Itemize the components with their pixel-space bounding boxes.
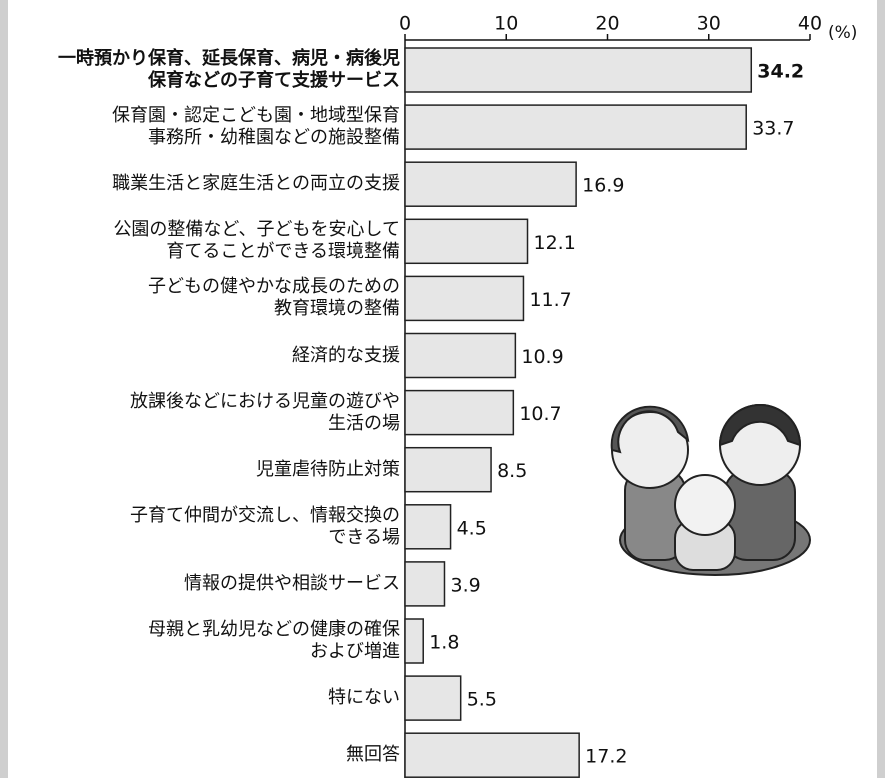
bar: [405, 105, 746, 149]
bar: [405, 448, 491, 492]
category-label: 子育て仲間が交流し、情報交換の できる場: [0, 505, 400, 549]
bar: [405, 733, 579, 777]
value-label: 10.7: [519, 403, 561, 425]
value-label: 33.7: [752, 118, 794, 140]
value-label: 4.5: [457, 517, 487, 539]
x-tick-label: 30: [697, 13, 721, 35]
bar: [405, 219, 528, 263]
bar: [405, 676, 461, 720]
value-label: 12.1: [534, 232, 576, 254]
value-label: 3.9: [450, 574, 480, 596]
x-tick-label: 0: [399, 13, 411, 35]
x-tick-label: 20: [595, 13, 619, 35]
value-label: 1.8: [429, 632, 459, 654]
value-label: 11.7: [529, 289, 571, 311]
x-tick-label: 10: [494, 13, 518, 35]
bar: [405, 334, 515, 378]
category-label: 無回答: [0, 744, 400, 766]
bar: [405, 619, 423, 663]
value-label: 5.5: [467, 689, 497, 711]
category-label: 公園の整備など、子どもを安心して 育てることができる環境整備: [0, 219, 400, 263]
page: (%) 0 10 20 30 40 34.2 33.7 16.9 12.1 11.7 10.9 10.…: [0, 0, 885, 778]
category-label: 職業生活と家庭生活との両立の支援: [0, 173, 400, 195]
category-label: 経済的な支援: [0, 345, 400, 367]
bar: [405, 505, 451, 549]
bar: [405, 391, 513, 435]
value-label: 10.9: [521, 346, 563, 368]
value-label: 17.2: [585, 746, 627, 768]
category-label: 母親と乳幼児などの健康の確保 および増進: [0, 619, 400, 663]
category-label: 一時預かり保育、延長保育、病児・病後児 保育などの子育て支援サービス: [0, 48, 400, 92]
category-label: 子どもの健やかな成長のための 教育環境の整備: [0, 276, 400, 320]
category-label: 児童虐待防止対策: [0, 459, 400, 481]
value-label: 34.2: [757, 61, 804, 83]
x-tick-label: 40: [798, 13, 822, 35]
bar: [405, 48, 751, 92]
category-label: 情報の提供や相談サービス: [0, 573, 400, 595]
value-label: 8.5: [497, 460, 527, 482]
category-label: 特にない: [0, 687, 400, 709]
bar: [405, 276, 523, 320]
value-label: 16.9: [582, 175, 624, 197]
illustration: [612, 405, 810, 575]
bar: [405, 162, 576, 206]
category-label: 保育園・認定こども園・地域型保育 事務所・幼稚園などの施設整備: [0, 105, 400, 149]
category-label: 放課後などにおける児童の遊びや 生活の場: [0, 391, 400, 435]
bar: [405, 562, 444, 606]
x-unit: (%): [828, 23, 857, 43]
